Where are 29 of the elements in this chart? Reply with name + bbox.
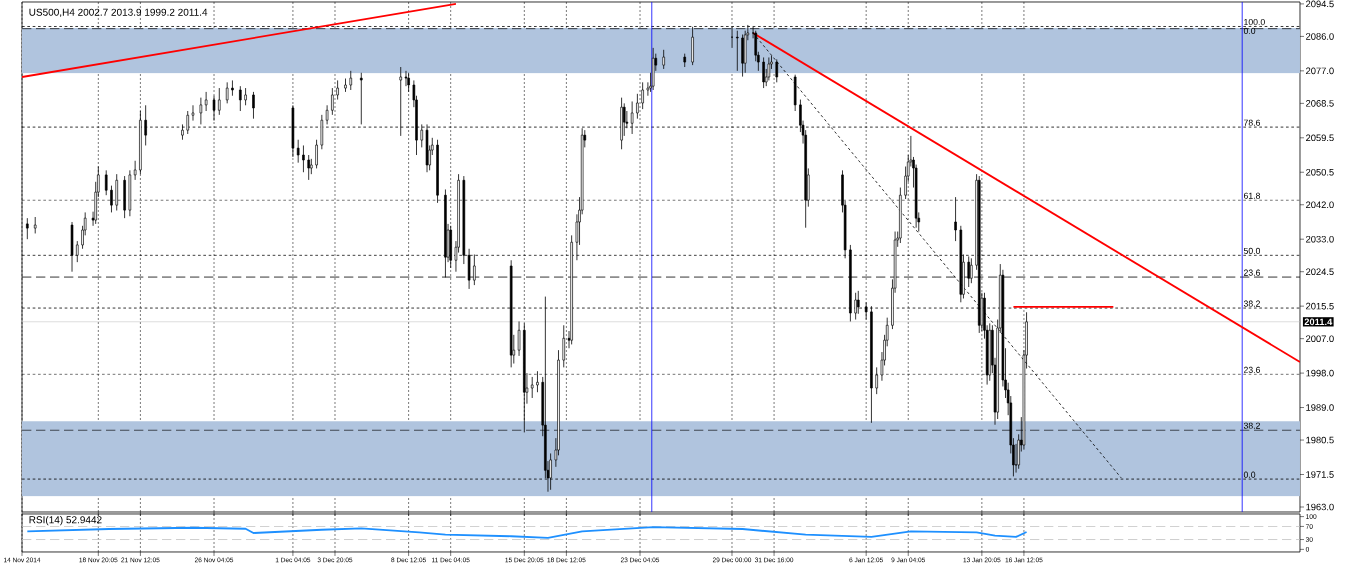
y-tick-label: 1989.0 [1306,404,1334,411]
annotation: 0.0 [1243,471,1256,478]
annotation: 100.0 [1244,19,1265,26]
annotation: 0.0 [1243,27,1256,34]
y-tick-label: 1998.0 [1306,369,1334,377]
y-tick-label: 2094.5 [1306,0,1334,8]
y-tick-label: 2086.0 [1306,33,1334,40]
annotation: 38.2 [1243,422,1260,429]
y-tick-label: 2033.0 [1306,235,1334,243]
y-tick-label: 2042.0 [1306,201,1334,209]
y-tick-label: 2068.5 [1306,100,1334,107]
annotation: 23.6 [1243,269,1260,276]
annotation: 61.8 [1243,192,1260,199]
y-tick-label: 2007.0 [1306,335,1334,342]
chart-title: RSI(14) 52.9442 [29,515,102,526]
ref-line-label: 2011.4 [1304,318,1333,326]
y-tick-label: 2059.5 [1306,134,1334,142]
annotation: 23.6 [1243,366,1260,373]
text: US500,H4 2002.7 2013.9 1999.2 2011.4 [29,8,208,17]
y-tick-label: 1971.5 [1306,471,1334,478]
y-tick-label: 1980.5 [1306,436,1334,444]
annotation: 50.0 [1243,247,1261,254]
y-tick-label: 2077.0 [1306,67,1334,75]
y-tick-label: 2015.5 [1306,302,1334,310]
y-tick-label: 2024.5 [1306,268,1334,276]
y-tick-label: 1963.0 [1306,503,1334,511]
annotation: 78.6 [1243,119,1260,126]
y-tick-label: 2050.5 [1306,168,1334,176]
annotation: 38.2 [1243,300,1260,307]
